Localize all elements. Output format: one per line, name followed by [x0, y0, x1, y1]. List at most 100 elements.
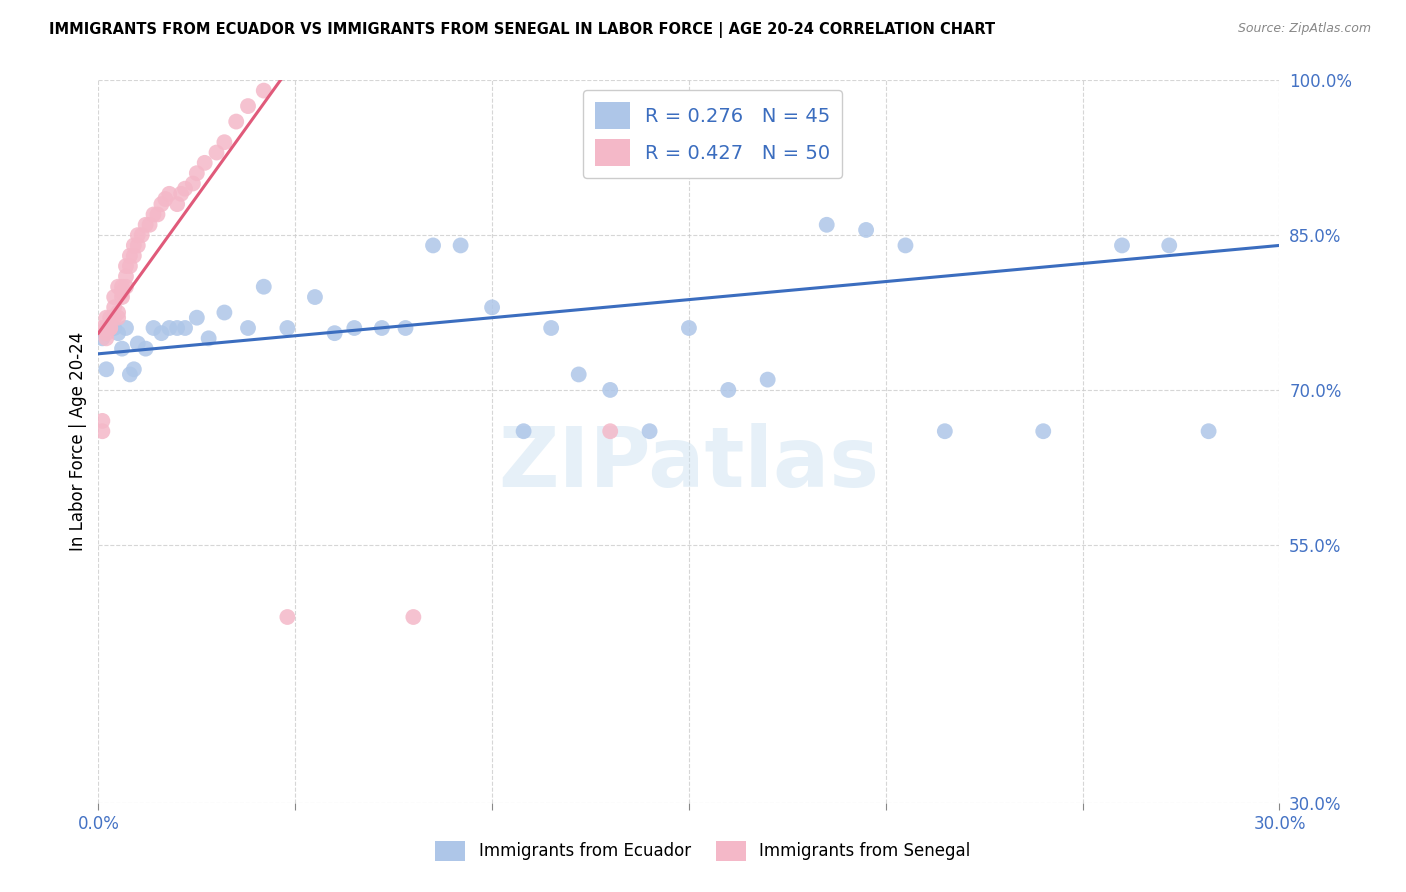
Point — [103, 310, 125, 325]
Point — [181, 177, 204, 191]
Point — [157, 186, 180, 201]
Point — [568, 368, 591, 382]
Point — [122, 238, 145, 252]
Point — [107, 326, 129, 340]
Point — [815, 218, 838, 232]
Y-axis label: In Labor Force | Age 20-24: In Labor Force | Age 20-24 — [69, 332, 87, 551]
Point — [118, 368, 141, 382]
Point — [138, 218, 160, 232]
Point — [214, 135, 236, 149]
Point — [422, 238, 444, 252]
Point — [343, 321, 366, 335]
Point — [142, 207, 165, 221]
Point — [91, 331, 114, 345]
Point — [205, 145, 228, 160]
Text: IMMIGRANTS FROM ECUADOR VS IMMIGRANTS FROM SENEGAL IN LABOR FORCE | AGE 20-24 CO: IMMIGRANTS FROM ECUADOR VS IMMIGRANTS FR… — [49, 22, 995, 38]
Point — [111, 342, 134, 356]
Point — [96, 331, 118, 345]
Point — [236, 321, 259, 335]
Point — [98, 310, 121, 325]
Point — [934, 424, 956, 438]
Point — [599, 424, 621, 438]
Point — [96, 310, 118, 325]
Point — [122, 362, 145, 376]
Point — [118, 259, 141, 273]
Point — [481, 301, 503, 315]
Point — [894, 238, 917, 252]
Point — [1198, 424, 1220, 438]
Point — [225, 114, 247, 128]
Legend: Immigrants from Ecuador, Immigrants from Senegal: Immigrants from Ecuador, Immigrants from… — [429, 834, 977, 868]
Point — [304, 290, 326, 304]
Point — [599, 383, 621, 397]
Point — [107, 310, 129, 325]
Point — [96, 321, 118, 335]
Point — [150, 326, 173, 340]
Point — [638, 424, 661, 438]
Legend: R = 0.276   N = 45, R = 0.427   N = 50: R = 0.276 N = 45, R = 0.427 N = 50 — [583, 90, 842, 178]
Point — [1111, 238, 1133, 252]
Point — [103, 290, 125, 304]
Point — [540, 321, 562, 335]
Point — [170, 186, 193, 201]
Point — [135, 218, 157, 232]
Point — [111, 290, 134, 304]
Point — [174, 181, 197, 195]
Point — [194, 156, 217, 170]
Point — [111, 279, 134, 293]
Point — [276, 610, 298, 624]
Point — [512, 424, 534, 438]
Point — [91, 424, 114, 438]
Point — [166, 197, 188, 211]
Point — [371, 321, 394, 335]
Point — [91, 414, 114, 428]
Point — [103, 321, 125, 335]
Point — [142, 321, 165, 335]
Point — [678, 321, 700, 335]
Point — [127, 228, 149, 243]
Point — [107, 279, 129, 293]
Point — [402, 610, 425, 624]
Point — [118, 249, 141, 263]
Point — [135, 342, 157, 356]
Text: ZIPatlas: ZIPatlas — [499, 423, 879, 504]
Point — [91, 321, 114, 335]
Point — [127, 336, 149, 351]
Point — [150, 197, 173, 211]
Point — [186, 310, 208, 325]
Point — [1032, 424, 1054, 438]
Point — [157, 321, 180, 335]
Point — [174, 321, 197, 335]
Point — [115, 259, 138, 273]
Point — [717, 383, 740, 397]
Point — [276, 321, 298, 335]
Point — [197, 331, 219, 345]
Point — [155, 192, 177, 206]
Point — [96, 326, 118, 340]
Point — [214, 305, 236, 319]
Point — [115, 321, 138, 335]
Point — [115, 269, 138, 284]
Point — [131, 228, 153, 243]
Point — [236, 99, 259, 113]
Point — [103, 301, 125, 315]
Point — [756, 373, 779, 387]
Point — [1159, 238, 1181, 252]
Point — [98, 321, 121, 335]
Point — [253, 279, 276, 293]
Point — [122, 249, 145, 263]
Point — [253, 84, 276, 98]
Text: Source: ZipAtlas.com: Source: ZipAtlas.com — [1237, 22, 1371, 36]
Point — [166, 321, 188, 335]
Point — [323, 326, 346, 340]
Point — [111, 285, 134, 299]
Point — [96, 362, 118, 376]
Point — [450, 238, 472, 252]
Point — [394, 321, 416, 335]
Point — [127, 238, 149, 252]
Point — [98, 321, 121, 335]
Point — [855, 223, 877, 237]
Point — [115, 279, 138, 293]
Point — [146, 207, 169, 221]
Point — [186, 166, 208, 180]
